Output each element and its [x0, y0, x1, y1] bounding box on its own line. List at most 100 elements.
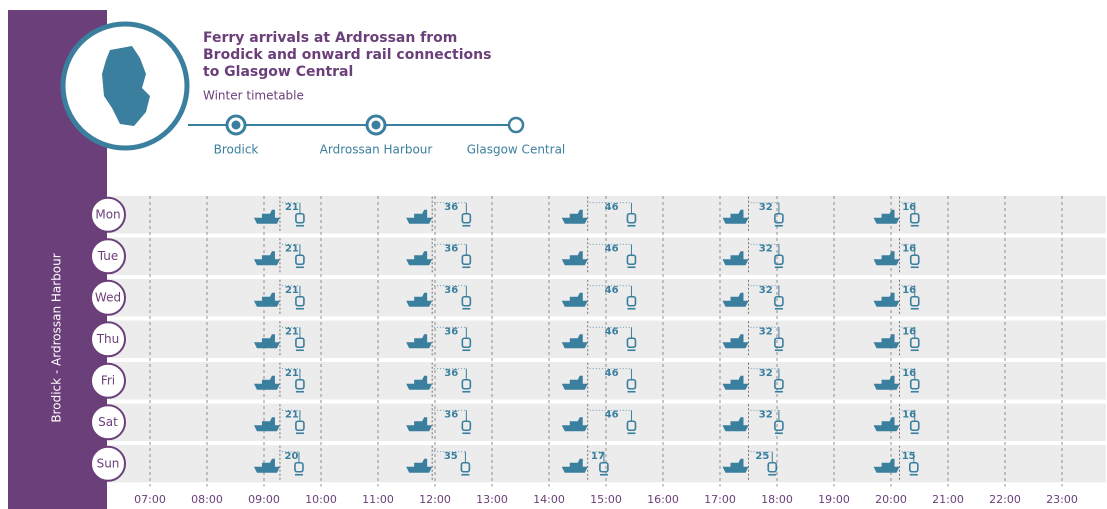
stop — [507, 116, 525, 134]
hour-label: 12:00 — [419, 493, 451, 506]
ferry-icon — [561, 209, 588, 224]
wait-label: 46 — [605, 243, 619, 254]
ferry-icon — [561, 458, 588, 473]
wait-label: 21 — [285, 243, 299, 254]
title-line: Ferry arrivals at Ardrossan from — [203, 30, 457, 46]
ferry-icon — [722, 334, 749, 349]
timetable: 07:00 08:00 09:00 10:00 11:00 12:00 13:00 14:00… — [90, 196, 1106, 506]
hour-label: 14:00 — [533, 493, 565, 506]
wait-label: 36 — [444, 409, 458, 420]
ferry-icon — [722, 417, 749, 432]
hour-label: 23:00 — [1046, 493, 1078, 506]
ferry-icon — [406, 417, 433, 432]
wait-label: 36 — [444, 243, 458, 254]
wait-label: 32 — [759, 202, 773, 213]
ferry-icon — [253, 417, 280, 432]
ferry-icon — [873, 417, 900, 432]
wait-label: 32 — [759, 409, 773, 420]
hour-label: 08:00 — [191, 493, 223, 506]
day-badge — [90, 238, 126, 275]
hour-label: 17:00 — [704, 493, 736, 506]
ferry-icon — [406, 375, 433, 390]
wait-label: 20 — [284, 451, 298, 462]
wait-label: 32 — [759, 368, 773, 379]
day-badge — [90, 404, 126, 441]
ferry-icon — [253, 209, 280, 224]
wait-label: 21 — [285, 368, 299, 379]
hour-label: 18:00 — [761, 493, 793, 506]
wait-label: 32 — [759, 285, 773, 296]
wait-label: 32 — [759, 243, 773, 254]
hour-label: 11:00 — [362, 493, 394, 506]
day-label: Fri — [101, 373, 115, 387]
ferry-icon — [406, 292, 433, 307]
island-icon — [102, 46, 150, 126]
ferry-icon — [873, 334, 900, 349]
ferry-icon — [722, 375, 749, 390]
wait-label: 32 — [759, 326, 773, 337]
title-line: Brodick and onward rail connections — [203, 47, 491, 63]
wait-label: 36 — [444, 368, 458, 379]
route-label: Brodick - Ardrossan Harbour — [50, 253, 64, 422]
wait-label: 17 — [591, 451, 605, 462]
ferry-icon — [873, 209, 900, 224]
title-line: to Glasgow Central — [203, 64, 353, 80]
wait-label: 36 — [444, 202, 458, 213]
ferry-icon — [873, 458, 900, 473]
ferry-icon — [406, 209, 433, 224]
hour-label: 07:00 — [134, 493, 166, 506]
day-label: Sat — [98, 415, 118, 429]
ferry-icon — [873, 251, 900, 266]
hour-label: 19:00 — [818, 493, 850, 506]
wait-label: 16 — [902, 368, 916, 379]
ferry-icon — [561, 251, 588, 266]
subtitle: Winter timetable — [203, 89, 304, 103]
day-badge — [90, 279, 126, 316]
hour-label: 10:00 — [305, 493, 337, 506]
hour-label: 20:00 — [875, 493, 907, 506]
hour-label: 21:00 — [932, 493, 964, 506]
wait-label: 21 — [285, 202, 299, 213]
day-badge — [90, 196, 126, 233]
hour-label: 15:00 — [590, 493, 622, 506]
ferry-icon — [722, 209, 749, 224]
ferry-icon — [722, 251, 749, 266]
day-badge — [90, 362, 126, 399]
ferry-icon — [253, 375, 280, 390]
stop-label: Glasgow Central — [467, 143, 566, 157]
wait-label: 25 — [755, 451, 769, 462]
wait-label: 16 — [902, 326, 916, 337]
wait-label: 36 — [444, 326, 458, 337]
wait-label: 16 — [902, 409, 916, 420]
wait-label: 16 — [902, 243, 916, 254]
day-label: Wed — [95, 290, 121, 304]
ferry-icon — [873, 292, 900, 307]
hour-label: 13:00 — [476, 493, 508, 506]
ferry-icon — [561, 292, 588, 307]
ferry-icon — [406, 334, 433, 349]
wait-label: 46 — [605, 326, 619, 337]
ferry-icon — [561, 375, 588, 390]
hour-label: 16:00 — [647, 493, 679, 506]
ferry-icon — [873, 375, 900, 390]
wait-label: 36 — [444, 285, 458, 296]
wait-label: 15 — [902, 451, 916, 462]
hour-label: 22:00 — [989, 493, 1021, 506]
day-badge — [90, 445, 126, 482]
day-label: Tue — [97, 249, 119, 263]
wait-label: 21 — [285, 326, 299, 337]
day-label: Mon — [95, 207, 120, 221]
wait-label: 16 — [902, 285, 916, 296]
wait-label: 46 — [605, 368, 619, 379]
stop-label: Brodick — [214, 143, 259, 157]
day-badge — [90, 321, 126, 358]
stop-dot — [371, 120, 381, 130]
ferry-icon — [406, 458, 433, 473]
wait-label: 21 — [285, 409, 299, 420]
stop-label: Ardrossan Harbour — [320, 143, 433, 157]
wait-label: 46 — [605, 409, 619, 420]
wait-label: 21 — [285, 285, 299, 296]
wait-label: 16 — [902, 202, 916, 213]
day-label: Sun — [97, 456, 120, 470]
wait-label: 46 — [605, 202, 619, 213]
